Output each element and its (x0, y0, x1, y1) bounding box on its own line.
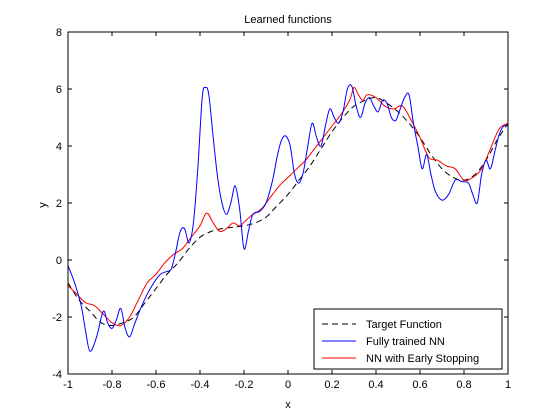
x-tick-label: 0.6 (412, 379, 427, 391)
x-tick-label: 0.4 (368, 379, 383, 391)
x-tick-label: 0.8 (456, 379, 471, 391)
x-tick-label: 1 (505, 379, 511, 391)
x-tick-label: -0.4 (191, 379, 210, 391)
legend-box (313, 308, 503, 370)
y-axis-label: y (37, 202, 49, 208)
legend-label-target-function: Target Function (366, 319, 442, 331)
x-axis-label: x (285, 399, 291, 411)
y-tick-label: 8 (56, 27, 62, 39)
legend: Target Function Fully trained NN NN with… (313, 308, 503, 370)
x-tick-label: 0.2 (324, 379, 339, 391)
y-tick-label: 4 (56, 141, 62, 153)
series-line-nn-with-early-stopping (67, 87, 509, 327)
y-tick-label: 6 (56, 84, 62, 96)
legend-label-nn-early-stopping: NN with Early Stopping (366, 353, 479, 365)
series-line-target-function (67, 96, 509, 327)
x-tick-label: 0 (285, 379, 291, 391)
tick-layer: -1 -0.8 -0.6 -0.4 -0.2 0 0.2 0.4 0.6 0.8 1 -4 -2 0 2 4 6… (52, 27, 511, 391)
x-tick-label: -0.2 (235, 379, 254, 391)
y-tick-label: -2 (52, 312, 62, 324)
chart-title: Learned functions (244, 14, 332, 26)
x-tick-label: -0.8 (103, 379, 122, 391)
legend-label-fully-trained-nn: Fully trained NN (366, 336, 445, 348)
x-tick-label: -0.6 (147, 379, 166, 391)
series-layer (67, 84, 509, 352)
x-tick-label: -1 (63, 379, 73, 391)
y-tick-label: 2 (56, 198, 62, 210)
y-tick-label: -4 (52, 369, 62, 381)
series-line-fully-trained-nn (67, 84, 509, 352)
y-tick-label: 0 (56, 255, 62, 267)
